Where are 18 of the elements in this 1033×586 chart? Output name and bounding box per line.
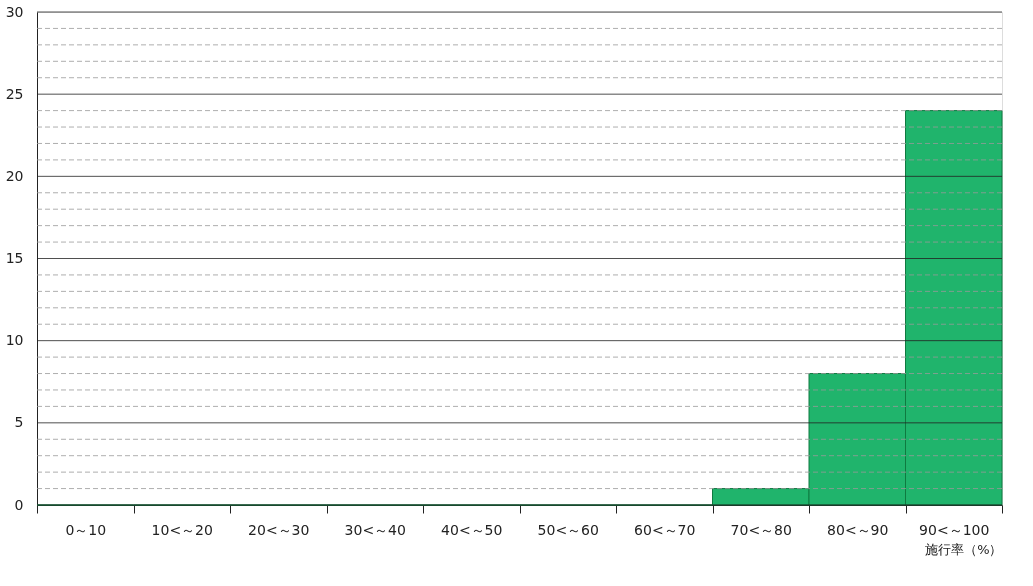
y-tick-label: 25 xyxy=(5,85,24,102)
x-tick-label: 30<～40 xyxy=(344,521,406,538)
x-tick-label: 80<～90 xyxy=(827,521,889,538)
x-tick-label: 50<～60 xyxy=(537,521,599,538)
x-tick-label: 10<～20 xyxy=(151,521,213,538)
y-tick-label: 15 xyxy=(5,250,24,266)
y-tick-label: 5 xyxy=(14,414,24,431)
x-tick-label: 60<～70 xyxy=(634,521,696,538)
y-tick-label: 0 xyxy=(14,496,24,513)
x-tick-label: 70<～80 xyxy=(730,521,792,538)
y-tick-label: 20 xyxy=(5,167,24,184)
x-tick-label: 90<～100 xyxy=(919,521,990,538)
x-tick-label: 0～10 xyxy=(65,521,107,538)
y-tick-label: 10 xyxy=(5,332,24,349)
x-tick-label: 40<～50 xyxy=(441,521,503,538)
x-axis-title: 施行率（%） xyxy=(925,541,1003,557)
y-tick-label: 30 xyxy=(5,3,24,20)
x-tick-label: 20<～30 xyxy=(248,521,310,538)
